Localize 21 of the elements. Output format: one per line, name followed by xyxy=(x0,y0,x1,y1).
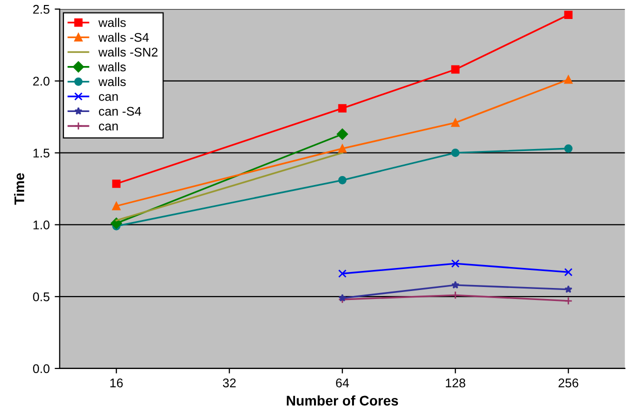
y-tick-label: 0.5 xyxy=(33,292,50,302)
y-tick-label: 0.0 xyxy=(33,364,50,374)
y-tick-label: 2.5 xyxy=(33,4,50,14)
y-tick-label: 1.0 xyxy=(34,220,50,230)
legend-label: walls -S4 xyxy=(98,32,149,42)
legend-label: walls xyxy=(98,62,126,72)
y-axis-title: Time xyxy=(14,173,24,205)
legend-label: can xyxy=(98,94,118,101)
x-tick-label: 32 xyxy=(222,378,236,388)
x-tick-label: 16 xyxy=(110,378,123,388)
y-tick-label: 1.5 xyxy=(34,148,50,158)
legend-label: walls -SN2 xyxy=(98,47,158,57)
x-tick-label: 256 xyxy=(558,378,578,388)
legend-label: walls xyxy=(98,76,126,86)
legend-label: walls xyxy=(98,18,126,28)
x-axis-title: Number of Cores xyxy=(286,395,398,406)
y-tick-label: 2.0 xyxy=(33,76,50,86)
x-tick-label: 64 xyxy=(336,378,349,388)
legend-label: can xyxy=(98,124,118,130)
x-tick-label: 128 xyxy=(446,378,466,388)
legend-label: can -S4 xyxy=(98,106,142,116)
